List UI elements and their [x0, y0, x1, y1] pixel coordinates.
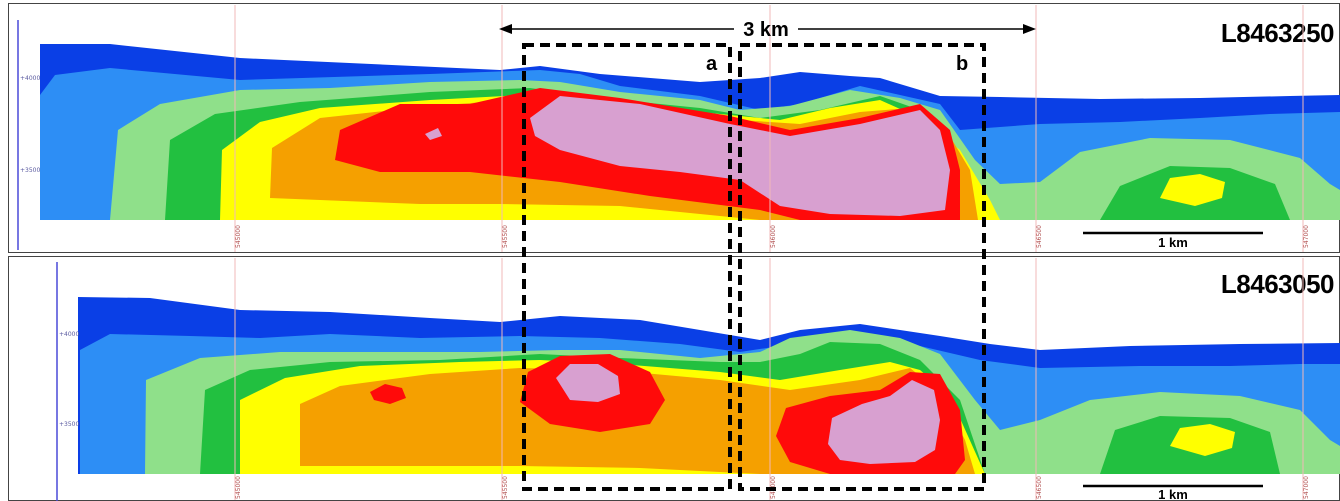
- elevation-tick-bottom-3500: +3500: [59, 421, 79, 428]
- section-bottom: +4000 +3500 545000 545500 546000 546500 …: [56, 258, 1340, 501]
- easting-tick-bottom-4: 546500: [1036, 476, 1043, 499]
- box-label-a: a: [706, 53, 718, 75]
- dimension-label: 3 km: [743, 19, 789, 41]
- dashed-box-b: [738, 43, 986, 491]
- easting-tick-top-4: 546500: [1036, 225, 1043, 248]
- easting-tick-top-2: 545500: [502, 225, 509, 248]
- scale-bar-label-bottom: 1 km: [1158, 487, 1188, 501]
- easting-tick-top-1: 545000: [235, 225, 242, 248]
- zone-pink-top: [425, 96, 950, 216]
- elevation-tick-bottom-4000: +4000: [59, 331, 79, 338]
- dimension-arrow: 3 km: [499, 19, 1036, 41]
- easting-tick-bottom-1: 545000: [235, 476, 242, 499]
- easting-tick-top-3: 546000: [770, 225, 777, 248]
- elevation-tick-top-3500: +3500: [20, 167, 40, 174]
- line-label-top: L8463250: [1220, 18, 1335, 48]
- zone-pink-bottom: [556, 364, 940, 464]
- easting-tick-bottom-5: 547000: [1303, 476, 1310, 499]
- scale-bar-label-top: 1 km: [1158, 235, 1188, 250]
- section-top: +4000 +3500 545000 545500 546000 546500 …: [17, 5, 1340, 252]
- easting-tick-top-5: 547000: [1303, 225, 1310, 248]
- elevation-tick-top-4000: +4000: [20, 75, 40, 82]
- line-label-bottom: L8463050: [1220, 269, 1335, 299]
- zone-red-bottom: [370, 354, 965, 474]
- box-label-b: b: [956, 53, 968, 75]
- easting-tick-bottom-2: 545500: [502, 476, 509, 499]
- dashed-box-a: [522, 43, 732, 491]
- arrowhead-right: [1023, 24, 1036, 34]
- arrowhead-left: [499, 24, 512, 34]
